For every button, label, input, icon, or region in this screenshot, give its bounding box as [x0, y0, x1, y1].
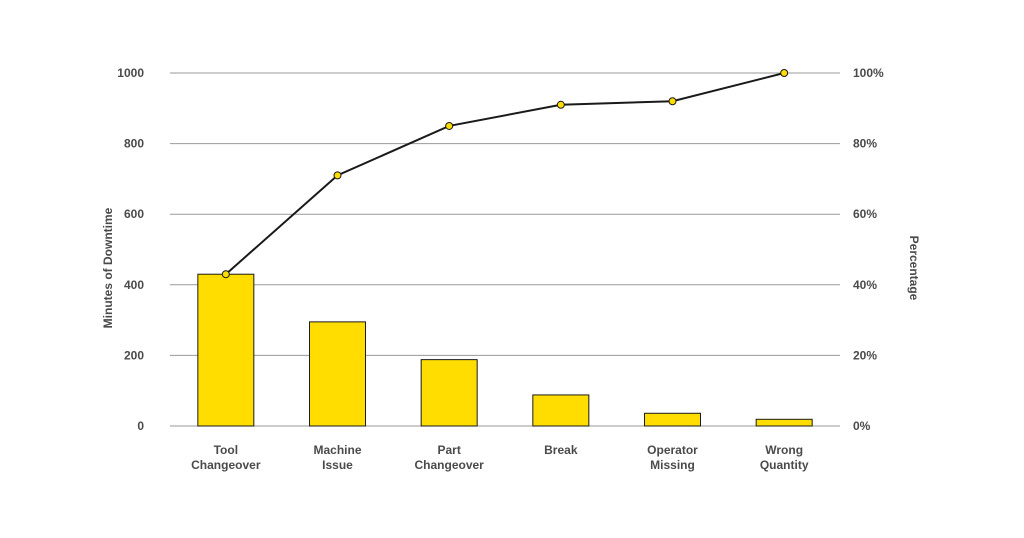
y-tick-label: 200 — [124, 348, 144, 362]
y-tick-label: 0 — [137, 419, 144, 433]
category-label: Changeover — [191, 458, 261, 472]
left-axis-ticks: 0 200 400 600 800 1000 — [117, 66, 144, 433]
bar — [532, 394, 590, 427]
category-label: Operator — [647, 443, 698, 457]
category-label: Issue — [322, 458, 353, 472]
bar — [644, 412, 701, 427]
y2-tick-label: 20% — [853, 348, 877, 362]
category-label: Tool — [214, 443, 238, 457]
line-point — [668, 97, 677, 106]
bar — [755, 418, 813, 427]
category-label: Part — [437, 443, 460, 457]
gridlines — [170, 72, 840, 427]
y-tick-label: 600 — [124, 207, 144, 221]
bar-series — [197, 273, 813, 427]
category-label: Wrong — [765, 443, 803, 457]
y2-tick-label: 0% — [853, 419, 871, 433]
y2-tick-label: 60% — [853, 207, 877, 221]
y2-tick-label: 40% — [853, 278, 877, 292]
category-label: Missing — [650, 458, 695, 472]
y2-axis-title: Percentage — [907, 236, 921, 301]
y2-tick-label: 80% — [853, 137, 877, 151]
y-tick-label: 400 — [124, 278, 144, 292]
bar — [309, 321, 366, 427]
line-point — [333, 171, 342, 180]
cumulative-line — [225, 72, 785, 275]
category-labels: ToolChangeoverMachineIssuePartChangeover… — [191, 443, 809, 472]
y-tick-label: 800 — [124, 137, 144, 151]
category-label: Quantity — [760, 458, 809, 472]
cumulative-line-series — [221, 69, 789, 279]
bar — [420, 359, 478, 427]
y-axis-title: Minutes of Downtime — [101, 207, 115, 328]
y2-tick-label: 100% — [853, 66, 884, 80]
line-point — [221, 270, 230, 279]
line-point — [556, 100, 565, 109]
category-label: Break — [544, 443, 578, 457]
right-axis-ticks: 0% 20% 40% 60% 80% 100% — [853, 66, 884, 433]
category-label: Machine — [313, 443, 361, 457]
category-label: Changeover — [414, 458, 484, 472]
y-tick-label: 1000 — [117, 66, 144, 80]
line-point — [780, 69, 789, 77]
bar — [197, 273, 255, 427]
line-point — [445, 121, 454, 130]
